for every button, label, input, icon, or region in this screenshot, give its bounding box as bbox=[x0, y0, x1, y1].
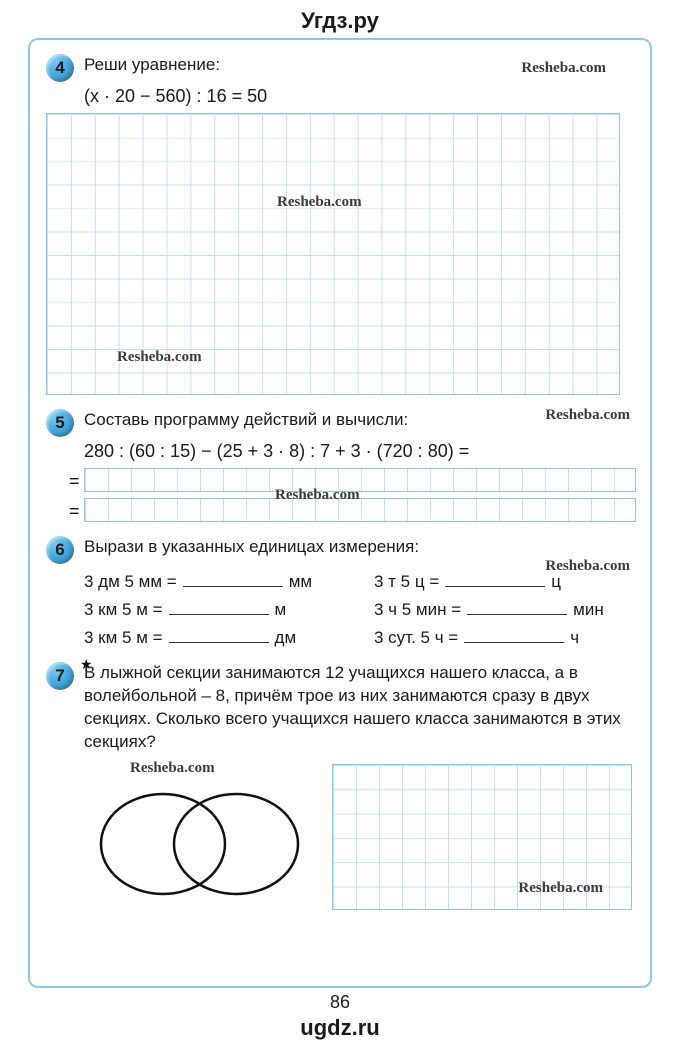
venn-circle-left bbox=[101, 794, 225, 894]
answer-blank[interactable] bbox=[169, 601, 269, 615]
answer-blank[interactable] bbox=[445, 573, 545, 587]
equals-sign: = bbox=[69, 501, 80, 522]
task-4: 4 Реши уравнение: (x · 20 − 560) : 16 = … bbox=[46, 54, 634, 395]
units-row: 3 дм 5 мм = мм 3 т 5 ц = ц bbox=[84, 572, 634, 592]
units-row: 3 км 5 м = м 3 ч 5 мин = мин bbox=[84, 600, 634, 620]
unit-lhs: 3 км 5 м = bbox=[84, 600, 163, 620]
answer-row[interactable]: = bbox=[84, 468, 636, 492]
answer-blank[interactable] bbox=[464, 629, 564, 643]
unit-item: 3 км 5 м = м bbox=[84, 600, 344, 620]
task-title: Вырази в указанных единицах измерения: bbox=[84, 536, 634, 559]
answer-blank[interactable] bbox=[183, 573, 283, 587]
unit-label: дм bbox=[275, 628, 297, 648]
task-5: 5 Составь программу действий и вычисли: … bbox=[46, 409, 634, 522]
task-6: 6 Вырази в указанных единицах измерения:… bbox=[46, 536, 634, 648]
task-number-badge: 5 bbox=[46, 409, 74, 437]
unit-conversion-block: 3 дм 5 мм = мм 3 т 5 ц = ц 3 км 5 м = м bbox=[84, 572, 634, 648]
unit-lhs: 3 сут. 5 ч = bbox=[374, 628, 458, 648]
answer-grid-large[interactable]: Resheba.com Resheba.com bbox=[46, 113, 620, 395]
answer-row[interactable]: = Resheba.com bbox=[84, 498, 636, 522]
unit-lhs: 3 дм 5 мм = bbox=[84, 572, 177, 592]
task-7: ★ 7 В лыжной секции занимаются 12 учащих… bbox=[46, 662, 634, 914]
task-number-badge: 4 bbox=[46, 54, 74, 82]
star-icon: ★ bbox=[80, 656, 93, 673]
page-number: 86 bbox=[0, 992, 680, 1013]
task-title: Реши уравнение: bbox=[84, 54, 634, 77]
unit-label: ч bbox=[570, 628, 579, 648]
watermark: Resheba.com bbox=[518, 880, 603, 897]
task-title: Составь программу действий и вычисли: bbox=[84, 409, 634, 432]
unit-lhs: 3 км 5 м = bbox=[84, 628, 163, 648]
unit-item: 3 дм 5 мм = мм bbox=[84, 572, 344, 592]
task5-expression: 280 : (60 : 15) − (25 + 3 · 8) : 7 + 3 ·… bbox=[84, 441, 634, 462]
venn-circle-right bbox=[174, 794, 298, 894]
unit-label: мин bbox=[573, 600, 604, 620]
unit-lhs: 3 ч 5 мин = bbox=[374, 600, 461, 620]
task4-equation: (x · 20 − 560) : 16 = 50 bbox=[84, 86, 634, 107]
unit-label: м bbox=[275, 600, 287, 620]
unit-item: 3 сут. 5 ч = ч bbox=[374, 628, 634, 648]
answer-blank[interactable] bbox=[169, 629, 269, 643]
unit-item: 3 км 5 м = дм bbox=[84, 628, 344, 648]
site-header-bottom: ugdz.ru bbox=[0, 1013, 680, 1047]
answer-grid-small[interactable]: Resheba.com bbox=[332, 764, 632, 910]
page-frame: 4 Реши уравнение: (x · 20 − 560) : 16 = … bbox=[28, 38, 652, 988]
task-number-badge: 6 bbox=[46, 536, 74, 564]
task-number-badge: 7 bbox=[46, 662, 74, 690]
site-header-top: Угдз.ру bbox=[0, 0, 680, 38]
unit-item: 3 т 5 ц = ц bbox=[374, 572, 634, 592]
watermark: Resheba.com bbox=[277, 194, 362, 211]
unit-label: ц bbox=[551, 572, 561, 592]
answer-blank[interactable] bbox=[467, 601, 567, 615]
task-text: В лыжной секции занимаются 12 учащихся н… bbox=[84, 662, 634, 754]
unit-lhs: 3 т 5 ц = bbox=[374, 572, 439, 592]
watermark: Resheba.com bbox=[117, 349, 202, 366]
venn-diagram: Resheba.com bbox=[78, 764, 318, 914]
unit-label: мм bbox=[289, 572, 312, 592]
equals-sign: = bbox=[69, 471, 80, 492]
unit-item: 3 ч 5 мин = мин bbox=[374, 600, 634, 620]
units-row: 3 км 5 м = дм 3 сут. 5 ч = ч bbox=[84, 628, 634, 648]
